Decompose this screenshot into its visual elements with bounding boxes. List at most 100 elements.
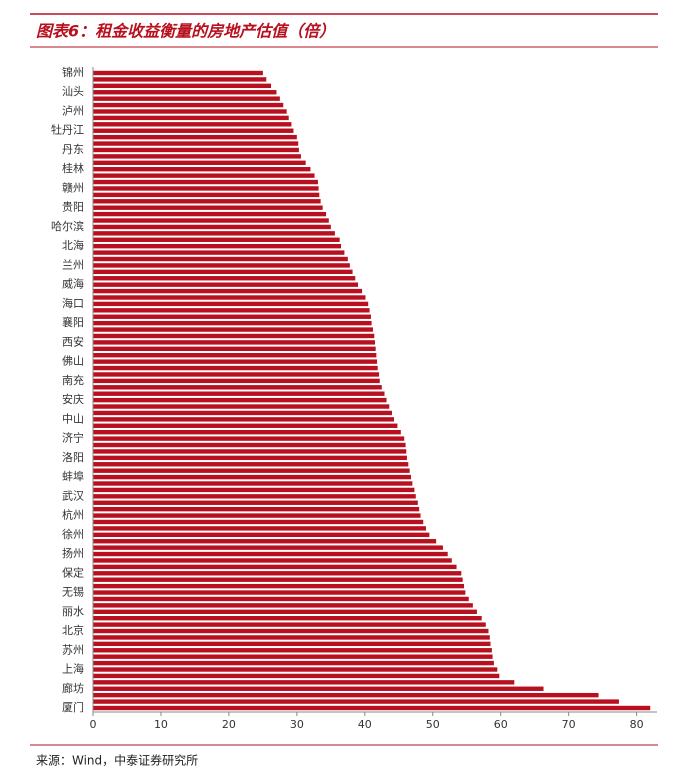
bar [93, 590, 466, 595]
bar [93, 519, 424, 525]
y-tick-label: 无锡 [62, 585, 84, 599]
x-tick-label: 30 [290, 718, 304, 731]
x-tick-label: 70 [562, 718, 576, 731]
bar [93, 102, 284, 108]
bar [93, 269, 353, 275]
bar [93, 692, 599, 698]
bar [93, 391, 385, 396]
bar [93, 699, 619, 704]
source: 来源：Wind，中泰证券研究所 [36, 753, 198, 768]
y-tick-label: 扬州 [62, 546, 84, 560]
bar [93, 134, 297, 140]
bar [93, 276, 356, 281]
bar [93, 616, 482, 621]
y-tick-label: 北京 [62, 623, 84, 637]
bar [93, 417, 395, 422]
y-tick-label: 苏州 [62, 643, 84, 656]
y-tick-label: 佛山 [62, 355, 84, 368]
chart-title: 图表6：租金收益衡量的房地产估值（倍） [36, 22, 335, 41]
bar [93, 455, 407, 461]
bar [93, 340, 375, 345]
y-tick-label: 南充 [62, 373, 84, 387]
y-tick-label: 中山 [62, 412, 84, 425]
bar [93, 160, 306, 165]
y-tick-label: 锦州 [62, 65, 84, 79]
y-tick-label: 西安 [62, 334, 84, 348]
bar [93, 558, 452, 563]
bar [93, 648, 492, 653]
bar [93, 320, 372, 326]
bar [93, 199, 321, 204]
bar [93, 462, 409, 467]
bar [93, 564, 457, 570]
bar [93, 147, 299, 153]
y-tick-label: 北海 [62, 238, 84, 252]
y-tick-label: 海口 [62, 296, 84, 310]
bar [93, 603, 473, 608]
y-tick-label: 贵阳 [62, 201, 84, 214]
bar [93, 622, 486, 627]
bar [93, 353, 377, 358]
bar [93, 224, 331, 230]
y-tick-label: 丹东 [62, 143, 84, 156]
bar [93, 288, 363, 294]
bar [93, 109, 287, 114]
bar [93, 468, 410, 473]
bar [93, 295, 366, 300]
bar [93, 660, 494, 666]
y-tick-label: 襄阳 [62, 315, 84, 329]
bar [93, 385, 382, 390]
bar [93, 250, 345, 255]
bar [93, 128, 294, 133]
bar [93, 115, 289, 121]
y-tick-label: 威海 [62, 277, 84, 291]
bar [93, 282, 359, 287]
y-tick-label: 牡丹江 [51, 123, 84, 137]
bar [93, 77, 267, 82]
bar [93, 596, 469, 602]
y-tick-label: 汕头 [62, 85, 84, 98]
bar [93, 263, 350, 268]
y-tick-label: 赣州 [62, 180, 84, 194]
bar [93, 429, 401, 435]
bar [93, 231, 335, 236]
bar [93, 83, 272, 89]
y-tick-label: 徐州 [62, 527, 84, 541]
bar [93, 90, 277, 95]
bar [93, 192, 320, 198]
bar [93, 410, 392, 416]
bar [93, 96, 280, 101]
bar [93, 378, 380, 384]
bar [93, 628, 489, 634]
bar [93, 186, 319, 191]
bar [93, 654, 493, 659]
bar [93, 481, 413, 486]
y-tick-label: 上海 [62, 662, 84, 676]
bar [93, 308, 370, 313]
bar [93, 70, 263, 76]
bar [93, 397, 387, 403]
bar [93, 301, 369, 307]
bar [93, 154, 301, 159]
x-tick-label: 10 [154, 718, 168, 731]
bar [93, 500, 418, 505]
bar [93, 474, 412, 480]
bar [93, 327, 373, 332]
bar [93, 449, 407, 454]
bar [93, 513, 421, 518]
bar [93, 641, 491, 647]
bar [93, 494, 416, 499]
bar [93, 243, 342, 249]
y-tick-label: 杭州 [62, 508, 84, 522]
bar [93, 577, 463, 582]
bar [93, 551, 448, 557]
bar [93, 122, 292, 127]
y-tick-label: 洛阳 [62, 450, 84, 464]
bar [93, 256, 348, 262]
bar [93, 211, 327, 217]
x-tick-label: 60 [494, 718, 508, 731]
bar [93, 635, 490, 640]
bar [93, 333, 375, 339]
y-tick-label: 桂林 [62, 161, 84, 175]
